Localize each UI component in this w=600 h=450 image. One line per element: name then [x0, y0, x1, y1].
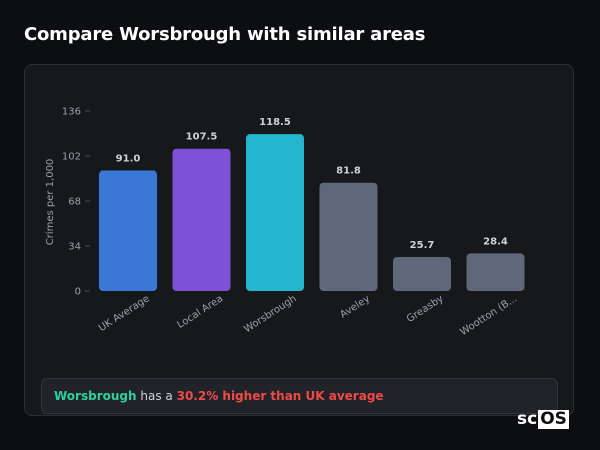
summary-connector: has a [140, 389, 173, 403]
bar-5 [393, 256, 451, 291]
value-label: 28.4 [483, 236, 508, 247]
summary-area-name: Worsbrough [54, 389, 137, 403]
summary-comparison: 30.2% higher than UK average [176, 389, 384, 403]
x-tick-label: UK Average [97, 293, 152, 334]
comparison-card: Crimes per 1,000 0 34 68 102 136 91.0 107.5 11… [24, 64, 574, 416]
summary-box: Worsbrough has a 30.2% higher than UK av… [41, 378, 558, 414]
value-labels: 91.0 107.5 118.5 81.8 25.7 28.4 [116, 117, 508, 251]
value-label: 81.8 [336, 166, 361, 177]
bar-2 [172, 148, 231, 291]
x-tick-label: Local Area [175, 293, 225, 331]
bar-4 [319, 182, 378, 291]
y-axis-label: Crimes per 1,000 [45, 159, 56, 246]
y-tick-label: 102 [62, 152, 81, 163]
value-label: 107.5 [186, 132, 218, 143]
x-tick-label: Greasby [405, 293, 446, 325]
bars [99, 134, 525, 291]
bar-1 [99, 170, 157, 291]
y-tick-label: 136 [62, 107, 81, 118]
x-tick-label: Aveley [338, 293, 372, 320]
crime-bar-chart: Crimes per 1,000 0 34 68 102 136 91.0 107.5 11… [45, 107, 525, 338]
y-tick-label: 0 [75, 287, 81, 298]
y-tick-label: 68 [68, 197, 81, 208]
value-label: 91.0 [116, 154, 141, 165]
x-axis-labels: UK Average Local Area Worsbrough Aveley Grea… [97, 293, 519, 338]
brand-logo: sc OS [517, 409, 569, 429]
brand-logo-part2: OS [538, 408, 569, 429]
page-title: Compare Worsbrough with similar areas [24, 24, 426, 45]
bar-6 [466, 253, 525, 291]
y-axis-ticks: 0 34 68 102 136 [62, 107, 90, 298]
y-tick-label: 34 [68, 242, 81, 253]
brand-logo-part1: sc [517, 409, 538, 429]
value-label: 118.5 [259, 117, 291, 128]
bar-3 [246, 134, 304, 291]
x-tick-label: Wootton (B... [458, 293, 519, 338]
x-tick-label: Worsbrough [242, 293, 298, 335]
value-label: 25.7 [410, 240, 435, 251]
